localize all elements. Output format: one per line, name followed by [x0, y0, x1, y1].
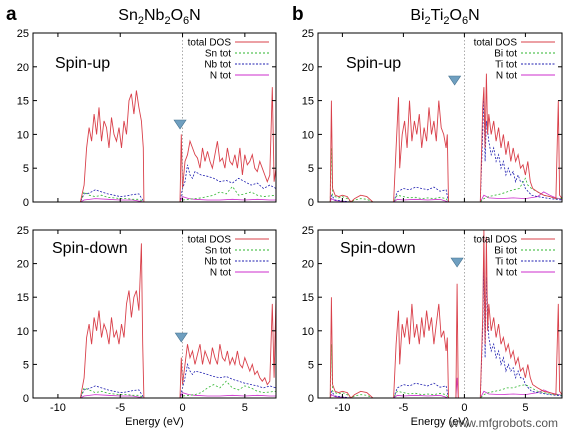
legend-entry: total DOS [188, 38, 232, 49]
y-tick-label: 15 [17, 292, 29, 304]
series-line-nb-tot [33, 164, 277, 203]
y-tick-label: 10 [17, 129, 29, 141]
series-line-n-tot [33, 392, 276, 399]
legend-entry: Bi tot [494, 246, 517, 257]
y-tick-label: 25 [302, 225, 314, 237]
plot-frame [32, 229, 277, 399]
y-tick-label: 20 [302, 259, 314, 271]
x-tick-label: -10 [50, 402, 66, 414]
legend-entry: N tot [496, 268, 517, 279]
y-tick-label: 5 [23, 359, 29, 371]
legend-entry: total DOS [474, 38, 518, 49]
y-tick-label: 0 [23, 393, 29, 405]
spin-label: Spin-down [52, 240, 128, 257]
y-tick-label: 0 [308, 393, 314, 405]
legend-entry: N tot [496, 71, 517, 82]
x-tick-label: -10 [334, 402, 350, 414]
y-tick-label: 25 [17, 225, 29, 237]
series-line-ti-tot [318, 93, 563, 203]
legend-entry: total DOS [474, 235, 518, 246]
series-line-total-dos [33, 87, 277, 203]
x-tick-label: -5 [399, 402, 409, 414]
legend-entry: Nb tot [204, 257, 231, 268]
y-tick-label: 5 [308, 359, 314, 371]
series-line-bi-tot [318, 344, 563, 399]
x-tick-label: 5 [522, 402, 528, 414]
y-tick-label: 5 [23, 163, 29, 175]
x-tick-label: 0 [179, 402, 185, 414]
x-tick-label: 0 [461, 402, 467, 414]
x-axis-label: Energy (eV) [125, 416, 184, 428]
legend-entry: Ti tot [495, 60, 517, 71]
series-line-bi-tot [318, 147, 562, 203]
y-tick-label: 10 [17, 326, 29, 338]
y-tick-label: 15 [17, 96, 29, 108]
plot-frame [317, 229, 563, 399]
fermi-marker-icon [173, 119, 187, 130]
chart-title: Sn2Nb2O6N [118, 7, 200, 27]
spin-label: Spin-up [346, 55, 401, 72]
x-tick-label: -5 [115, 402, 125, 414]
y-tick-label: 25 [302, 28, 314, 40]
spin-label: Spin-down [340, 240, 416, 257]
y-tick-label: 5 [308, 163, 314, 175]
plot-frame [317, 32, 563, 203]
series-line-sn-tot [33, 185, 277, 203]
panel-label-a: a [6, 4, 17, 25]
legend-entry: N tot [210, 268, 231, 279]
legend-entry: Sn tot [205, 49, 231, 60]
y-tick-label: 10 [302, 129, 314, 141]
series-line-nb-tot [33, 362, 277, 399]
series-line-ti-tot [318, 263, 563, 399]
spin-label: Spin-up [55, 55, 110, 72]
series-line-total-dos [33, 243, 277, 399]
series-line-sn-tot [33, 380, 277, 399]
legend-entry: Nb tot [204, 60, 231, 71]
legend-entry: Sn tot [205, 246, 231, 257]
fermi-marker-icon [174, 332, 188, 343]
y-tick-label: 10 [302, 326, 314, 338]
legend-entry: N tot [210, 71, 231, 82]
y-tick-label: 15 [302, 96, 314, 108]
watermark: www.mfgrobots.com [449, 416, 558, 430]
legend-entry: Bi tot [494, 49, 517, 60]
legend-entry: total DOS [188, 235, 232, 246]
y-tick-label: 20 [17, 62, 29, 74]
y-tick-label: 15 [302, 292, 314, 304]
legend-entry: Ti tot [495, 257, 517, 268]
y-tick-label: 0 [308, 197, 314, 209]
y-tick-label: 20 [17, 259, 29, 271]
series-line-n-tot [33, 196, 276, 203]
fermi-marker-icon [450, 257, 464, 268]
series-line-total-dos [318, 73, 563, 203]
y-tick-label: 20 [302, 62, 314, 74]
x-tick-label: 5 [242, 402, 248, 414]
chart-title: Bi2Ti2O6N [410, 7, 479, 27]
plot-frame [32, 32, 277, 203]
panel-label-b: b [292, 4, 304, 25]
y-tick-label: 25 [17, 28, 29, 40]
fermi-marker-icon [448, 75, 462, 86]
y-tick-label: 0 [23, 197, 29, 209]
x-axis-label: Energy (eV) [411, 416, 470, 428]
